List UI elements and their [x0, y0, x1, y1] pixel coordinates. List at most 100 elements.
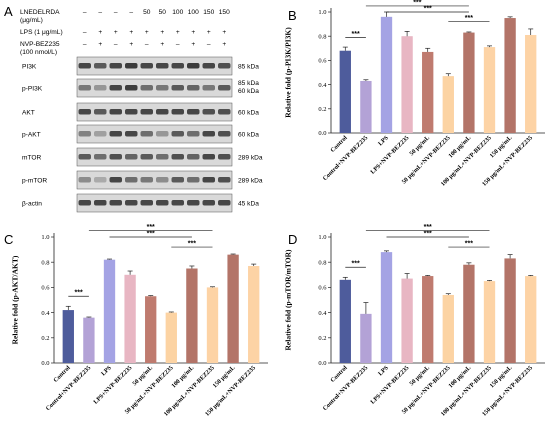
blot-band — [94, 200, 107, 206]
kda-label: 60 kDa — [238, 132, 259, 139]
blot-band — [78, 63, 91, 69]
blot-band — [125, 85, 138, 91]
blot-treatment-header: LNEDELRDA (μg/mL) – – – – 50 50 100 100 150 150 LPS … — [20, 9, 230, 56]
blot-band — [140, 177, 153, 183]
bar — [483, 281, 496, 363]
blot-band — [187, 131, 200, 137]
panel-b-chart: B Relative fold (p-PI3K/PI3K) 0.0 0.2 0.4 0.6… — [284, 0, 545, 188]
x-category-label: LPS — [100, 364, 113, 377]
y-axis-label: Relative fold (p-mTOR/mTOR) — [284, 249, 293, 350]
blot-band — [171, 154, 184, 160]
bar — [103, 259, 116, 363]
x-category-label: Control — [329, 364, 349, 384]
blot-band — [125, 154, 138, 160]
significance-marker: *** — [352, 261, 360, 268]
bar — [339, 50, 351, 133]
y-tick-label: 0.6 — [318, 285, 327, 292]
treatment-label: LPS (1 μg/mL) — [20, 29, 63, 36]
blot-band — [94, 109, 107, 115]
bar — [525, 34, 537, 133]
blot-band — [156, 109, 169, 115]
blot-band — [78, 200, 91, 206]
x-category-label: LPS — [377, 364, 390, 377]
blot-band — [202, 200, 215, 206]
y-tick-label: 0.2 — [318, 106, 326, 113]
blot-row-label: AKT — [22, 110, 35, 117]
blot-row-label: mTOR — [22, 155, 42, 162]
blot-band — [187, 63, 200, 69]
bar — [339, 279, 351, 363]
bar — [206, 287, 219, 363]
blot-band — [156, 85, 169, 91]
significance-marker: *** — [147, 224, 155, 231]
blot-band — [202, 177, 215, 183]
blot-band — [109, 109, 122, 115]
significance-marker: *** — [188, 241, 196, 248]
kda-label: 85 kDa — [238, 64, 259, 71]
blot-band — [125, 131, 138, 137]
blot-band — [109, 200, 122, 206]
blot-band — [156, 200, 169, 206]
x-category-label: LPS — [377, 134, 390, 147]
blot-band — [140, 63, 153, 69]
kda-label: 85 kDa — [238, 80, 259, 87]
blot-band — [202, 85, 215, 91]
treatment-value: + — [114, 29, 118, 36]
significance-marker: *** — [147, 231, 155, 238]
y-tick-label: 0.8 — [318, 259, 326, 266]
treatment-value: – — [114, 9, 118, 16]
blot-band — [187, 154, 200, 160]
blot-band — [218, 154, 231, 160]
y-tick-label: 0.8 — [318, 33, 326, 40]
blot-band — [140, 85, 153, 91]
kda-label: 289 kDa — [238, 178, 263, 185]
blot-strip — [76, 170, 233, 190]
x-category-label: Control — [329, 134, 349, 154]
treatment-value: + — [222, 29, 226, 36]
blot-band — [94, 63, 107, 69]
kda-label: 289 kDa — [238, 155, 263, 162]
x-category-label: Control — [52, 364, 72, 384]
blot-band — [218, 63, 231, 69]
treatment-value: – — [114, 41, 118, 48]
significance-marker: *** — [413, 0, 421, 6]
significance-marker: *** — [424, 224, 432, 231]
y-tick-label: 0.0 — [41, 360, 49, 367]
significance-marker: *** — [424, 6, 432, 13]
treatment-value: + — [160, 41, 164, 48]
blot-band — [78, 177, 91, 183]
kda-label: 60 kDa — [238, 88, 259, 95]
blot-band — [187, 200, 200, 206]
y-tick-label: 1.0 — [318, 234, 326, 241]
blot-band — [109, 63, 122, 69]
blot-band — [109, 154, 122, 160]
blot-band — [218, 131, 231, 137]
bar — [504, 18, 516, 133]
treatment-value: 100 — [172, 9, 183, 16]
blot-band — [109, 131, 122, 137]
treatment-value: – — [83, 29, 87, 36]
bar — [227, 254, 239, 363]
blot-row-label: PI3K — [22, 64, 37, 71]
treatment-value: + — [98, 41, 102, 48]
treatment-value: + — [129, 41, 133, 48]
treatment-value: – — [129, 9, 133, 16]
blot-band — [156, 154, 169, 160]
blot-band — [171, 177, 184, 183]
bar — [145, 296, 157, 363]
treatment-value: + — [191, 41, 195, 48]
blot-strip — [76, 102, 233, 122]
treatment-value: + — [129, 29, 133, 36]
blot-strip — [76, 124, 233, 144]
blot-band — [109, 85, 122, 91]
blot-band — [202, 63, 215, 69]
blot-strip — [76, 78, 233, 98]
significance-marker: *** — [465, 15, 473, 22]
panel-c-chart: C Relative fold (p-AKT/AKT) 0.0 0.2 0.4 0.6 0.… — [4, 224, 268, 418]
blot-band — [187, 109, 200, 115]
treatment-value: 150 — [203, 9, 214, 16]
y-tick-label: 0.2 — [41, 335, 49, 342]
bar — [483, 47, 496, 134]
